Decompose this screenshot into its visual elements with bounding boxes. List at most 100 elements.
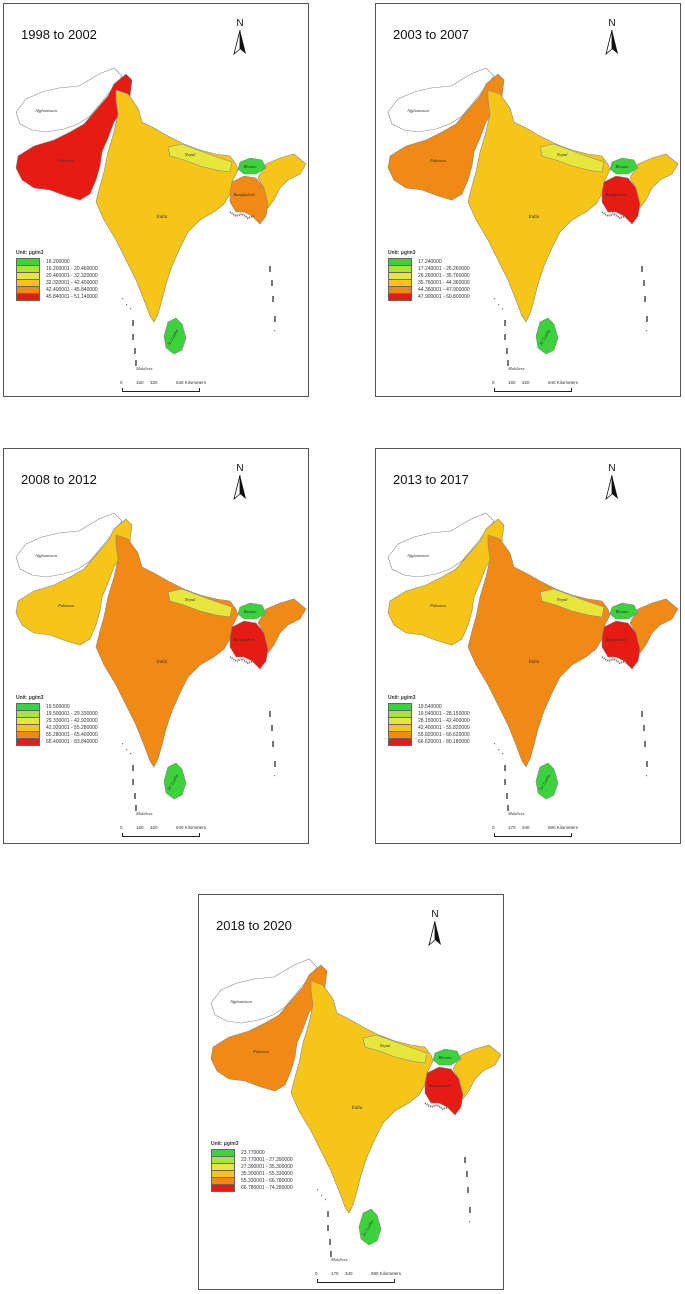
label-maldives: Maldives <box>507 811 525 816</box>
scale-bar: 0 160 320 640 Kilometers <box>492 380 592 396</box>
island-marker <box>506 793 508 799</box>
island-marker <box>498 304 500 306</box>
label-afghanistan: Afghanistan <box>229 999 253 1004</box>
island-marker <box>274 316 276 322</box>
island-marker <box>274 775 276 777</box>
legend-label: 47.900001 - 60.800000 <box>418 293 470 300</box>
label-india: India <box>528 215 540 220</box>
island-marker <box>330 1251 332 1257</box>
delta-islands <box>601 656 627 665</box>
label-pakistan: Pakistan <box>429 603 446 608</box>
region-nepal <box>167 588 233 618</box>
region-pakistan <box>387 518 505 646</box>
region-bangladesh <box>229 175 269 225</box>
label-maldives: Maldives <box>135 811 153 816</box>
region-pakistan <box>15 518 133 646</box>
island-marker <box>469 1207 471 1213</box>
delta-islands <box>601 211 627 220</box>
region-sri-lanka <box>535 317 559 355</box>
scale-label: 0 <box>120 825 123 830</box>
scale-label: 0 <box>120 380 123 385</box>
scale-bar: 0 160 320 640 Kilometers <box>120 825 220 841</box>
scale-label: 680 Kilometers <box>548 825 579 830</box>
legend-label: 44.360001 - 47.900000 <box>418 286 470 293</box>
south-asia-map: Afghanistan Pakistan India Nepal Bhutan Bangl… <box>387 512 679 816</box>
panel-title: 2018 to 2020 <box>216 918 292 933</box>
island-marker <box>135 805 137 811</box>
scale-label: 340 <box>345 1271 353 1276</box>
region-india <box>467 534 611 768</box>
legend-label: 19.500001 - 29.330000 <box>46 710 98 717</box>
north-arrow-icon: N <box>230 18 250 58</box>
label-nepal: Nepal <box>379 1043 391 1048</box>
island-marker <box>132 320 134 326</box>
label-pakistan: Pakistan <box>429 158 446 163</box>
legend-entry: 45.840001 - 51.140000 <box>16 292 98 301</box>
region-bhutan <box>609 157 639 175</box>
region-bhutan <box>609 602 639 620</box>
legend: Unit: μg/m3 19.500000 19.500001 - 29.33000… <box>16 695 98 746</box>
label-pakistan: Pakistan <box>57 158 74 163</box>
panel-title: 2003 to 2007 <box>393 27 469 42</box>
label-maldives: Maldives <box>330 1257 348 1262</box>
legend-title: Unit: μg/m3 <box>211 1141 239 1147</box>
scale-line <box>122 388 200 392</box>
legend-label: 55.820001 - 66.620000 <box>418 731 470 738</box>
island-marker <box>130 308 132 310</box>
island-marker <box>132 334 134 340</box>
scale-label: 640 Kilometers <box>548 380 579 385</box>
legend-label: 55.330001 - 66.780000 <box>241 1177 293 1184</box>
label-maldives: Maldives <box>507 366 525 371</box>
island-marker <box>269 711 271 717</box>
legend-label: 55.280001 - 65.400000 <box>46 731 98 738</box>
region-bangladesh <box>601 620 641 670</box>
scale-line <box>317 1279 395 1283</box>
island-marker <box>321 1195 323 1197</box>
island-marker <box>122 743 124 745</box>
legend-label: 28.150001 - 42.400000 <box>418 717 470 724</box>
island-marker <box>325 1199 327 1201</box>
legend-label: 29.330001 - 42.920000 <box>46 717 98 724</box>
label-bhutan: Bhutan <box>616 164 630 169</box>
legend: Unit: μg/m3 17.240000 17.240001 - 26.26000… <box>388 250 470 301</box>
island-marker <box>643 280 645 286</box>
label-bangladesh: Bangladesh <box>605 192 627 197</box>
legend: Unit: μg/m3 23.770000 23.770001 - 27.39000… <box>211 1141 293 1192</box>
map-panel-2018-2020: 2018 to 2020 N Afghanistan Pakistan India Nep… <box>198 894 504 1290</box>
legend: Unit: μg/m3 19.540000 19.540001 - 28.15000… <box>388 695 470 746</box>
island-marker <box>644 741 646 747</box>
legend-entry: 47.900001 - 60.800000 <box>388 292 470 301</box>
island-marker <box>122 298 124 300</box>
label-bhutan: Bhutan <box>439 1055 453 1060</box>
scale-line <box>494 388 572 392</box>
island-marker <box>272 296 274 302</box>
island-marker <box>467 1187 469 1193</box>
legend-label: 42.920001 - 55.280000 <box>46 724 98 731</box>
region-sri-lanka <box>535 762 559 800</box>
scale-label: 160 <box>136 380 144 385</box>
south-asia-map: Afghanistan Pakistan India Nepal Bhutan Bangl… <box>210 958 502 1262</box>
island-marker <box>507 360 509 366</box>
scale-bar: 0 170 340 680 Kilometers <box>315 1271 415 1287</box>
north-label: N <box>236 463 244 474</box>
legend-label: 42.400001 - 45.840000 <box>46 286 98 293</box>
island-marker <box>504 779 506 785</box>
region-india <box>290 980 434 1214</box>
island-marker <box>132 765 134 771</box>
region-india <box>467 89 611 323</box>
island-marker <box>643 725 645 731</box>
region-bangladesh <box>229 620 269 670</box>
island-marker <box>269 266 271 272</box>
label-india: India <box>351 1106 363 1111</box>
island-marker <box>274 761 276 767</box>
label-india: India <box>528 660 540 665</box>
legend-label: 26.260001 - 35.760000 <box>418 272 470 279</box>
legend-label: 19.500000 <box>46 703 70 710</box>
scale-label: 170 <box>508 825 516 830</box>
island-marker <box>504 334 506 340</box>
label-bhutan: Bhutan <box>616 609 630 614</box>
region-india <box>95 534 239 768</box>
scale-label: 640 Kilometers <box>176 380 207 385</box>
label-bangladesh: Bangladesh <box>605 637 627 642</box>
legend-label: 45.840001 - 51.140000 <box>46 293 98 300</box>
